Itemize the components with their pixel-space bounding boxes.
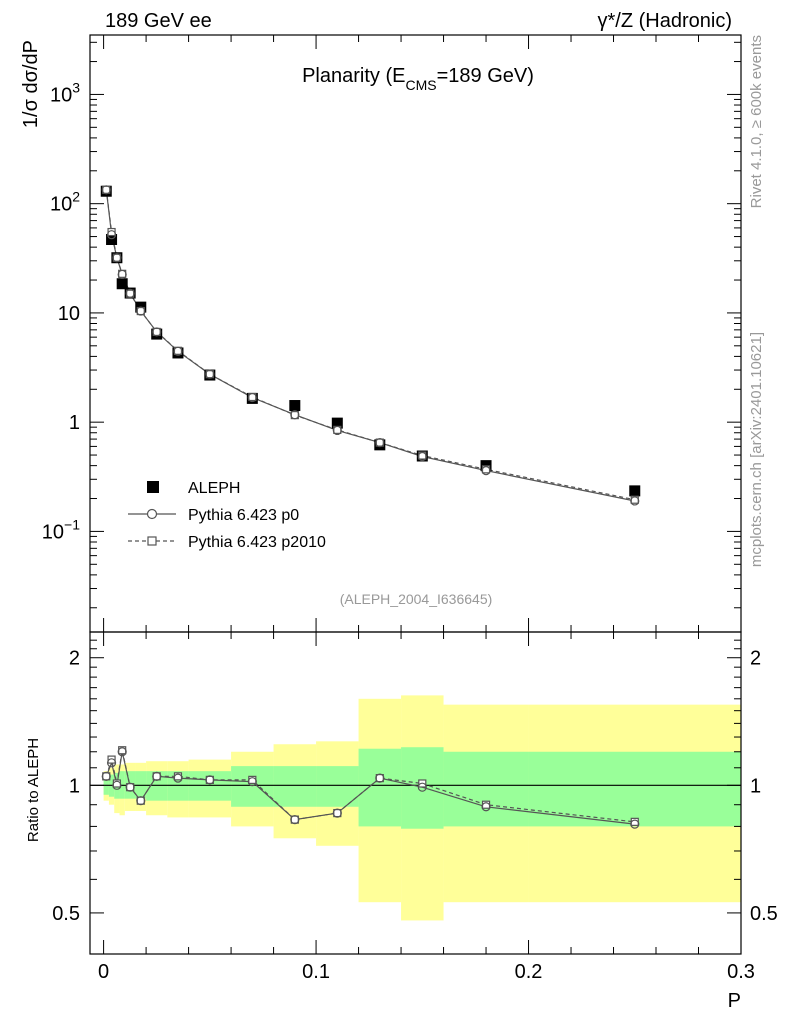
data-point-aleph bbox=[116, 278, 128, 290]
ratio-point-p0 bbox=[481, 802, 491, 812]
data-point-p0 bbox=[117, 269, 127, 280]
ratio-point-p0 bbox=[112, 780, 122, 790]
x-tick-label: 0.1 bbox=[302, 961, 330, 983]
ratio-point-p0 bbox=[152, 771, 162, 781]
y-tick-label: 1 bbox=[69, 412, 80, 434]
y-tick-label: 10 bbox=[58, 303, 80, 325]
y-axis-label: 1/σ dσ/dP bbox=[20, 40, 42, 128]
watermark: (ALEPH_2004_I636645) bbox=[340, 591, 493, 607]
data-point-p0 bbox=[112, 253, 122, 263]
header-left: 189 GeV ee bbox=[105, 10, 212, 32]
main-panel: 10−1 1 10 102 103 bbox=[42, 34, 742, 633]
x-tick-label: 0.3 bbox=[727, 961, 755, 983]
data-point-p0 bbox=[152, 327, 162, 337]
ratio-ticks bbox=[90, 631, 742, 955]
ratio-point-p0 bbox=[205, 775, 215, 785]
header-right: γ*/Z (Hadronic) bbox=[598, 10, 732, 32]
markers bbox=[100, 185, 641, 506]
side-label-rivet: Rivet 4.1.0, ≥ 600k events bbox=[748, 35, 765, 208]
data-point-p0 bbox=[375, 438, 385, 448]
ratio-lines bbox=[105, 750, 635, 825]
legend: ALEPH Pythia 6.423 p0 Pythia 6.423 p2010 bbox=[128, 480, 326, 551]
main-ticks bbox=[90, 35, 742, 632]
ratio-point-p0 bbox=[290, 815, 300, 825]
legend-label-aleph: ALEPH bbox=[188, 480, 240, 497]
legend-label-p0: Pythia 6.423 p0 bbox=[188, 507, 299, 524]
x-axis-label: P bbox=[728, 990, 741, 1012]
data-point-p0 bbox=[630, 496, 640, 506]
ratio-point-p0 bbox=[417, 782, 427, 792]
green-band bbox=[316, 766, 359, 807]
ratio-y-tick-labels: 0.5 0.5 1 1 2 2 bbox=[52, 648, 778, 925]
green-band bbox=[273, 766, 317, 807]
main-y-tick-labels: 10−1 1 10 102 103 bbox=[42, 79, 80, 543]
data-point-p0 bbox=[481, 466, 491, 476]
ratio-tick-label-left: 2 bbox=[69, 648, 80, 670]
header: 189 GeV ee γ*/Z (Hadronic) bbox=[105, 10, 732, 32]
ratio-y-axis-label: Ratio to ALEPH bbox=[25, 738, 42, 842]
ratio-tick-label-left: 0.5 bbox=[52, 903, 80, 925]
ratio-line-p2010 bbox=[105, 750, 635, 823]
plot-title: Planarity (ECMS=189 GeV) bbox=[302, 65, 534, 93]
green-band bbox=[443, 751, 529, 827]
ratio-point-p0 bbox=[630, 819, 640, 829]
legend-marker-p2010 bbox=[147, 536, 157, 546]
data-point-aleph bbox=[629, 485, 641, 497]
ratio-point-p0 bbox=[125, 782, 135, 792]
y-tick-label: 10−1 bbox=[42, 516, 80, 543]
data-point-p0 bbox=[247, 392, 257, 403]
data-point-p0 bbox=[205, 369, 215, 379]
series-line-p2010 bbox=[105, 189, 635, 501]
data-point-p0 bbox=[136, 306, 146, 316]
data-point-p0 bbox=[332, 425, 342, 436]
ratio-tick-label-right: 0.5 bbox=[750, 903, 778, 925]
legend-marker-p0 bbox=[146, 508, 158, 520]
series-line-p0 bbox=[105, 189, 635, 502]
ratio-tick-label-right: 1 bbox=[750, 775, 761, 797]
green-band bbox=[528, 751, 741, 827]
y-tick-label: 103 bbox=[50, 79, 80, 106]
ratio-point-p0 bbox=[173, 773, 183, 783]
data-point-aleph bbox=[331, 417, 343, 429]
ratio-point-p0 bbox=[106, 758, 117, 768]
ratio-point-p0 bbox=[136, 796, 146, 806]
data-point-p0 bbox=[125, 288, 135, 298]
data-point-p0 bbox=[106, 230, 117, 240]
green-band bbox=[358, 748, 402, 827]
mc-lines bbox=[105, 189, 635, 502]
side-label-mcplots: mcplots.cern.ch [arXiv:2401.10621] bbox=[748, 332, 765, 567]
ratio-bands bbox=[103, 695, 741, 921]
ratio-markers bbox=[101, 746, 640, 829]
ratio-frame bbox=[89, 631, 742, 955]
green-band bbox=[231, 766, 274, 807]
x-tick-label: 0.2 bbox=[515, 961, 543, 983]
ratio-tick-label-left: 1 bbox=[69, 775, 80, 797]
x-tick-label: 0 bbox=[98, 961, 109, 983]
data-point-p0 bbox=[101, 185, 111, 195]
y-tick-label: 102 bbox=[50, 189, 80, 216]
data-point-p0 bbox=[417, 451, 427, 462]
ratio-point-p0 bbox=[332, 808, 342, 818]
data-point-p0 bbox=[173, 346, 183, 356]
ratio-point-p0 bbox=[101, 771, 111, 781]
ratio-point-p0 bbox=[117, 747, 127, 757]
ratio-tick-label-right: 2 bbox=[750, 648, 761, 670]
ratio-point-p2010 bbox=[107, 755, 116, 764]
legend-marker-aleph bbox=[147, 481, 159, 493]
data-point-p0 bbox=[290, 410, 300, 420]
data-point-aleph bbox=[289, 400, 301, 412]
ratio-point-p2010 bbox=[630, 817, 639, 826]
ratio-point-p0 bbox=[247, 777, 257, 787]
ratio-panel: 0.5 0.5 1 1 2 2 0 0.1 0.2 0.3 bbox=[52, 631, 778, 983]
x-tick-labels: 0 0.1 0.2 0.3 bbox=[98, 961, 755, 983]
ratio-point-p0 bbox=[375, 773, 385, 783]
data-point-aleph bbox=[106, 233, 118, 245]
legend-label-p2010: Pythia 6.423 p2010 bbox=[188, 534, 326, 551]
